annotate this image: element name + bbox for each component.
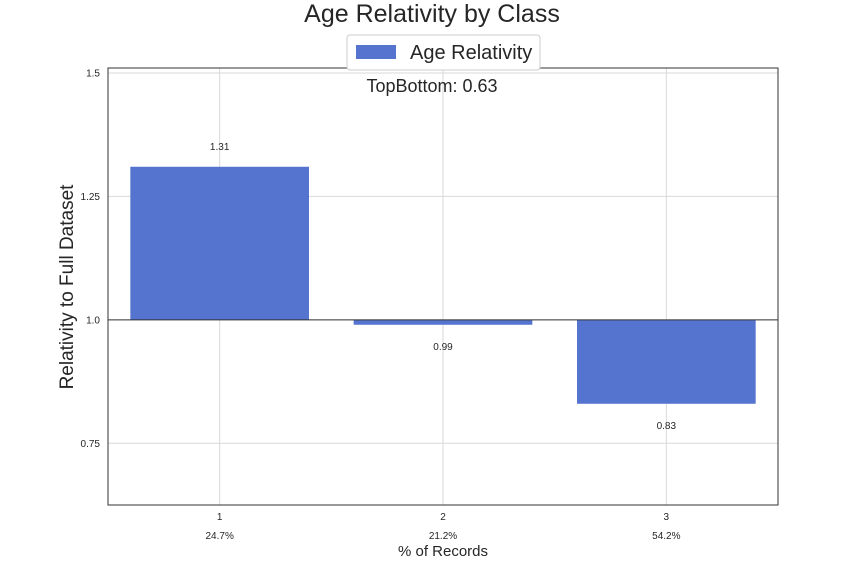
legend-box	[346, 34, 541, 71]
y-tick-label: 1.25	[81, 192, 101, 203]
y-axis-label: Relativity to Full Dataset	[57, 184, 78, 390]
topbottom-annotation: TopBottom: 0.63	[366, 76, 497, 96]
x-axis-ticks: 1 24.7% 2 21.2% 3 54.2%	[205, 512, 680, 542]
x-tick-label: 1	[217, 512, 223, 523]
bar	[130, 166, 309, 320]
bar-value-label: 1.31	[210, 142, 230, 153]
x-category-share: 54.2%	[652, 531, 680, 542]
chart-title: Age Relativity by Class	[304, 0, 560, 28]
y-tick-label: 1.5	[86, 68, 100, 79]
bar	[353, 319, 533, 325]
bars-group	[130, 166, 756, 404]
y-axis-ticks: 0.75 1.0 1.25 1.5	[81, 68, 101, 449]
x-tick-label: 2	[440, 512, 446, 523]
bar	[577, 319, 756, 404]
legend-swatch	[356, 45, 396, 59]
y-tick-label: 0.75	[81, 439, 101, 450]
legend: Age Relativity	[346, 34, 541, 71]
x-axis-label: % of Records	[398, 543, 488, 560]
x-tick-label: 3	[664, 512, 670, 523]
bar-value-label: 0.83	[657, 421, 677, 432]
legend-entry: Age Relativity	[410, 42, 532, 64]
x-category-share: 21.2%	[429, 531, 457, 542]
bar-value-labels: 1.31 0.99 0.83	[210, 142, 677, 432]
y-tick-label: 1.0	[86, 315, 100, 326]
x-category-share: 24.7%	[205, 531, 233, 542]
bar-value-label: 0.99	[433, 342, 453, 353]
